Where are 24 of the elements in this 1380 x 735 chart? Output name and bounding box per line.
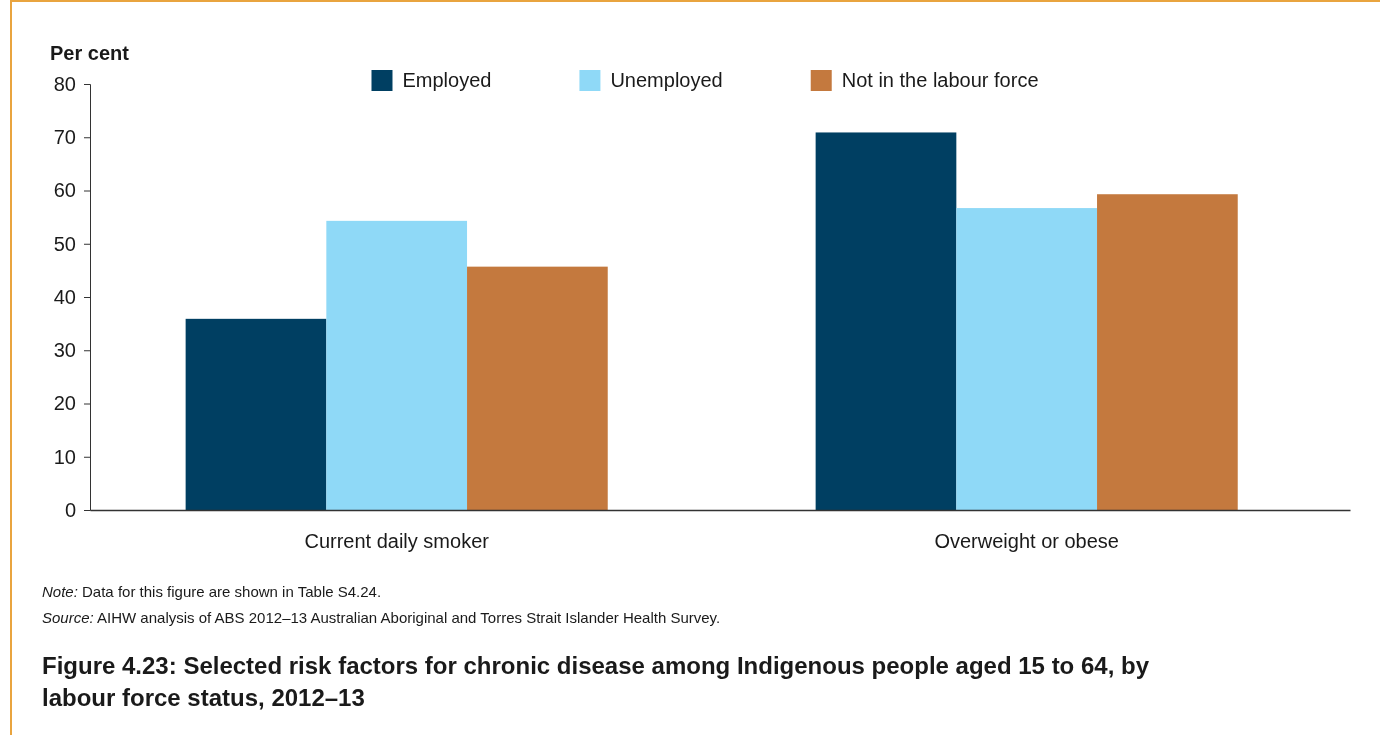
y-tick-label: 20 xyxy=(53,392,76,415)
bar xyxy=(1097,194,1238,510)
y-tick-label: 70 xyxy=(53,126,76,149)
y-tick-label: 30 xyxy=(53,339,76,362)
legend-label: Unemployed xyxy=(610,69,723,91)
source-note: Source: AIHW analysis of ABS 2012–13 Australian Aboriginal and Torres Strait Islander Health Survey. xyxy=(42,609,721,626)
y-tick-label: 50 xyxy=(53,232,76,255)
y-tick-label: 40 xyxy=(53,285,76,308)
bar xyxy=(815,132,957,510)
x-tick-label: Current daily smoker xyxy=(304,530,490,553)
text: Figure 4.23: Selected risk factors for chronic disease among Indigenous people aged 15 to 64, by labour force status, 2012–13 xyxy=(42,652,1150,711)
bar xyxy=(956,208,1098,510)
text: Note: Data for this figure are shown in Table S4.24. xyxy=(42,583,382,600)
bar xyxy=(185,318,327,510)
x-tick-label: Overweight or obese xyxy=(934,530,1119,553)
bar xyxy=(326,220,468,510)
y-tick-label: 80 xyxy=(53,72,76,95)
y-tick-label: 10 xyxy=(53,445,76,468)
y-tick-label: 60 xyxy=(53,179,76,202)
y-tick-label: 0 xyxy=(64,498,76,521)
legend-label: Not in the labour force xyxy=(841,69,1039,91)
legend-label: Employed xyxy=(402,69,492,91)
y-axis-title: Per cent xyxy=(50,42,130,64)
bar xyxy=(467,266,608,510)
